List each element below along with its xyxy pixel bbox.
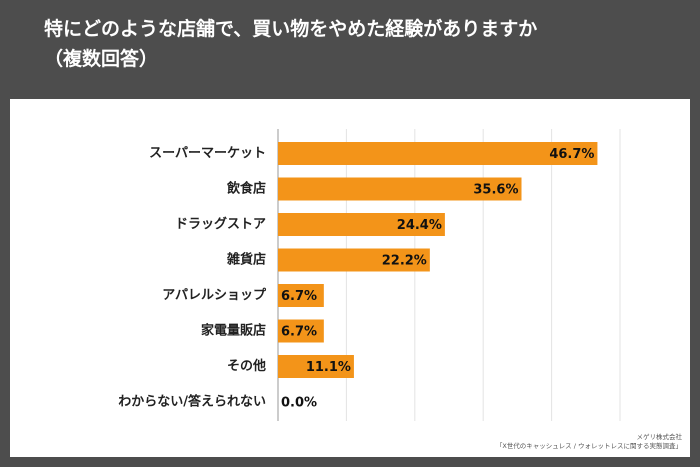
credit: メゲリ株式会社 「X世代のキャッシュレス / ウォレットレスに関する実態調査」 bbox=[496, 433, 682, 451]
bar-アパレルショップ bbox=[278, 284, 324, 307]
value-label: 35.6% bbox=[473, 183, 518, 198]
category-label: 雑貨店 bbox=[226, 252, 266, 268]
value-label: 6.7% bbox=[281, 325, 317, 340]
bar-スーパーマーケット bbox=[278, 142, 598, 165]
bar-飲食店 bbox=[278, 177, 522, 201]
value-label: 46.7% bbox=[549, 147, 594, 162]
bar-chart: スーパーマーケット 46.7% 飲食店 35.6% ドラッグストア 24.4% 雑貨店 22.… bbox=[118, 129, 621, 421]
chart-panel: スーパーマーケット 46.7% 飲食店 35.6% ドラッグストア 24.4% 雑貨店 22.… bbox=[10, 99, 690, 457]
category-label: アパレルショップ bbox=[162, 288, 267, 303]
credit-company: メゲリ株式会社 bbox=[636, 433, 683, 441]
value-label: 6.7% bbox=[281, 289, 317, 304]
bar-雑貨店 bbox=[278, 248, 430, 272]
bar-ドラッグストア bbox=[278, 213, 445, 236]
credit-survey: 「X世代のキャッシュレス / ウォレットレスに関する実態調査」 bbox=[495, 442, 682, 450]
value-label: 11.1% bbox=[306, 360, 351, 375]
category-label: 飲食店 bbox=[226, 181, 266, 197]
value-label: 22.2% bbox=[382, 254, 427, 269]
category-label: 家電量販店 bbox=[201, 323, 266, 339]
chart-title-line2: （複数回答） bbox=[44, 48, 159, 70]
bar-その他 bbox=[278, 355, 354, 378]
category-label: わからない/答えられない bbox=[118, 394, 266, 410]
category-label: ドラッグストア bbox=[175, 216, 266, 232]
chart-title: 特にどのような店舗で、買い物をやめた経験がありますか （複数回答） bbox=[44, 14, 537, 74]
category-label: その他 bbox=[227, 358, 266, 374]
value-label: 24.4% bbox=[397, 218, 442, 233]
value-label: 0.0% bbox=[281, 396, 317, 411]
bar-家電量販店 bbox=[278, 319, 324, 343]
chart-title-line1: 特にどのような店舗で、買い物をやめた経験がありますか bbox=[44, 18, 538, 40]
category-label: スーパーマーケット bbox=[149, 146, 266, 161]
